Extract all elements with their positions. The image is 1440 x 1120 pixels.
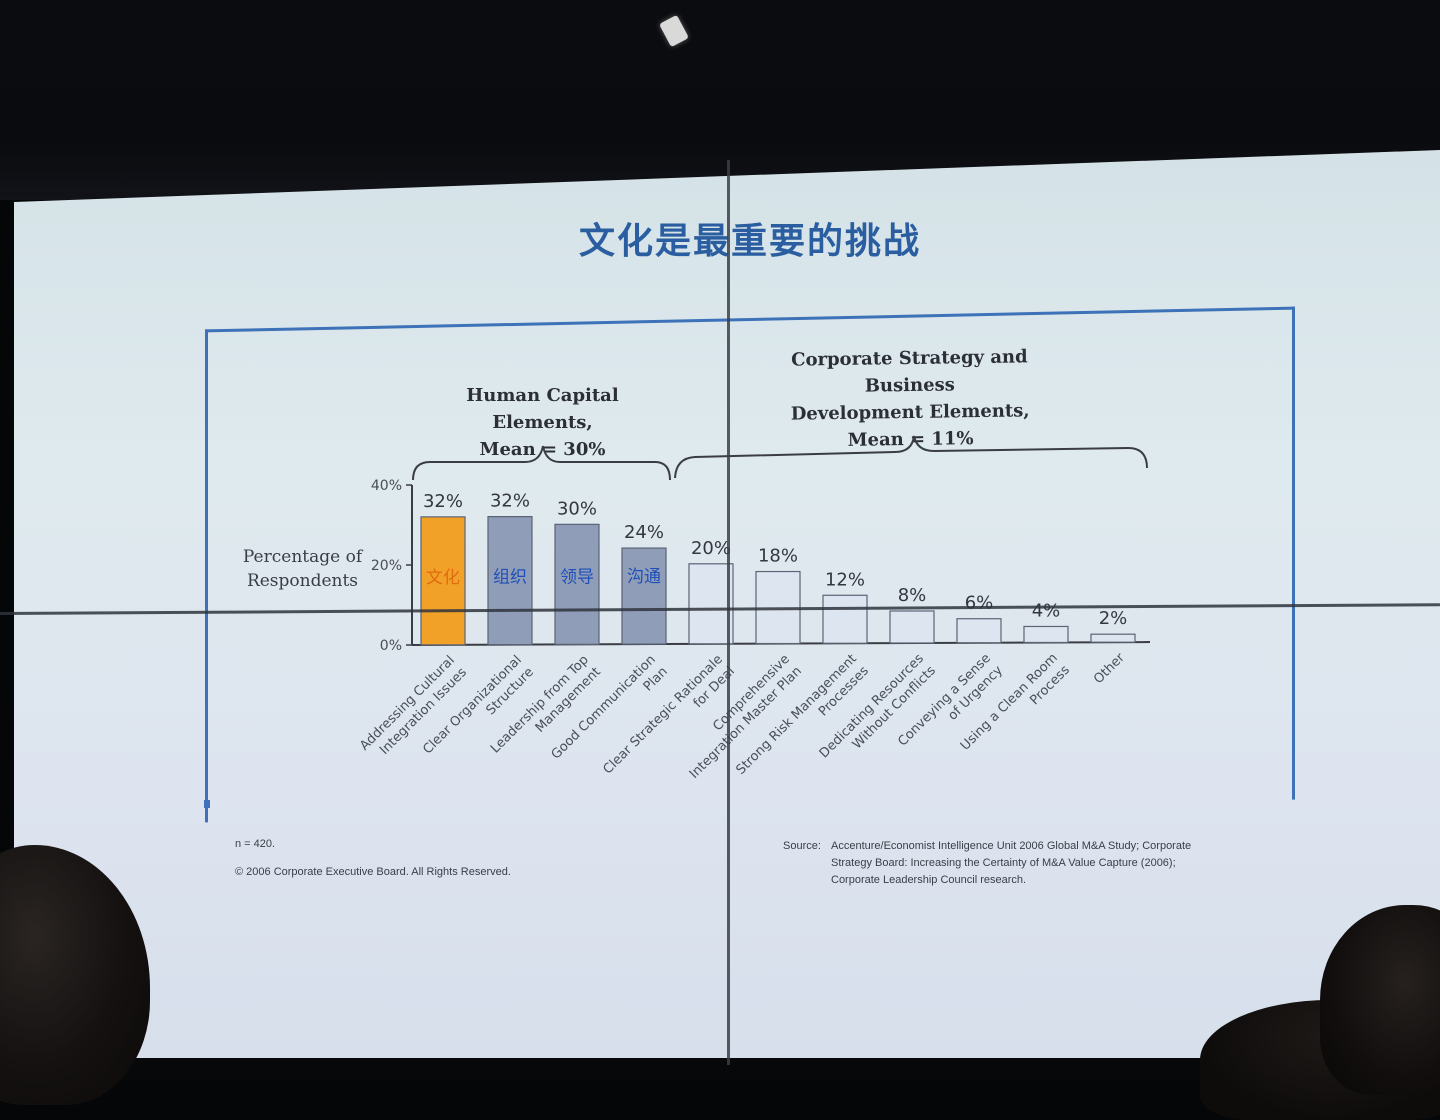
source-label: Source: [783, 840, 821, 852]
bar [1023, 625, 1069, 644]
category-label: Other [1091, 650, 1128, 687]
bar-overlay-label: 沟通 [627, 567, 661, 587]
copyright-note: © 2006 Corporate Executive Board. All Ri… [235, 866, 511, 878]
bar [822, 594, 868, 644]
bar-value-label: 32% [423, 491, 463, 512]
y-tick-label: 20% [371, 558, 402, 574]
bar-overlay-label: 文化 [426, 568, 460, 588]
bar [688, 563, 734, 645]
category-label-line: Other [1091, 650, 1128, 687]
bar-value-label: 12% [825, 569, 865, 590]
chart-frame-foot [204, 800, 210, 808]
bar-value-label: 32% [490, 491, 530, 512]
bar-value-label: 6% [965, 593, 994, 614]
sample-size-note: n = 420. [235, 838, 276, 850]
source-line2: Strategy Board: Increasing the Certainty… [831, 857, 1176, 869]
ylabel-line2: Respondents [246, 571, 359, 591]
bar [889, 610, 935, 644]
screen-seam-vertical [727, 160, 730, 1065]
bar [487, 516, 533, 646]
brace-corporate-strategy [674, 435, 1148, 479]
bar-value-label: 24% [624, 522, 664, 543]
bar-value-label: 18% [758, 546, 798, 567]
bar [1090, 633, 1136, 643]
group1-line1: Human Capital Elements, [466, 385, 619, 433]
bar-value-label: 20% [691, 538, 731, 559]
bar-chart: 0% 20% 40% 32% 文化 Addressing CulturalIntegrat… [357, 435, 1151, 782]
y-tick-label: 40% [371, 478, 402, 494]
source-line3: Corporate Leadership Council research. [831, 874, 1027, 886]
category-label: Addressing CulturalIntegration Issues [357, 653, 470, 766]
ylabel-line1: Percentage of [242, 547, 363, 567]
bar [956, 618, 1002, 644]
bar-value-label: 2% [1099, 608, 1128, 629]
bar-overlay-label: 组织 [493, 568, 527, 588]
bar [420, 516, 466, 646]
brace-human-capital [412, 445, 671, 481]
bar [554, 523, 600, 645]
room-floor [0, 1058, 1440, 1080]
y-tick-label: 0% [380, 638, 402, 654]
bar-overlay-label: 领导 [560, 567, 594, 587]
source-line1: Accenture/Economist Intelligence Unit 20… [831, 840, 1192, 852]
audience-head-right [1320, 905, 1440, 1095]
bar-value-label: 4% [1032, 600, 1061, 621]
group-label-human-capital: Human Capital Elements, Mean = 30% [415, 382, 670, 463]
bar-value-label: 8% [898, 585, 927, 606]
bar [621, 547, 667, 645]
source-note: Source: Accenture/Economist Intelligence… [783, 838, 1283, 889]
slide-title: 文化是最重要的挑战 [578, 221, 921, 262]
bar-value-label: 30% [557, 498, 597, 519]
bars-layer: 0% 20% 40% 32% 文化 Addressing CulturalIntegrat… [357, 478, 1151, 782]
y-axis-label: Percentage of Respondents [240, 545, 365, 593]
